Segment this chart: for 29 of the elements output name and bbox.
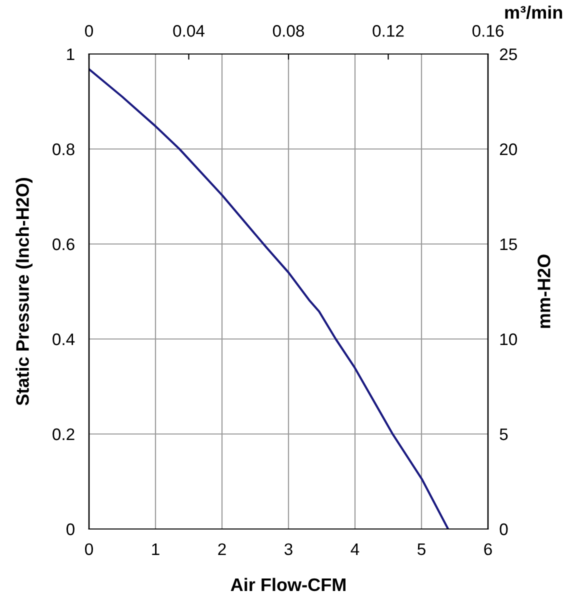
x2-tick-label: 0.04: [173, 25, 204, 37]
line-series: [89, 68, 450, 529]
x-axis-title: Air Flow-CFM: [230, 578, 346, 592]
y-tick-label: 0.4: [52, 333, 75, 346]
y2-axis-title: mm-H2O: [538, 254, 550, 328]
x2-tick-label: 0.16: [472, 25, 504, 37]
x-tick-label: 1: [152, 544, 160, 555]
y-tick-label: 0.6: [52, 238, 74, 250]
x2-tick-label: 0.08: [272, 25, 304, 37]
x2-tick-label: 0: [85, 25, 93, 37]
y-tick-label: 1: [67, 48, 74, 60]
y2-tick-label: 0: [500, 523, 508, 536]
y-tick-label: 0.8: [52, 143, 74, 156]
x-tick-label: 0: [85, 543, 93, 556]
x-tick-label: 6: [484, 543, 492, 556]
x-tick-label: 4: [350, 544, 360, 555]
y2-tick-label: 15: [500, 238, 517, 250]
y2-tick-label: 10: [500, 333, 517, 346]
x-tick-label: 5: [418, 544, 426, 556]
x2-tick-label: 0.12: [372, 25, 404, 37]
y2-tick-label: 5: [500, 428, 508, 440]
y-tick-label: 0: [66, 523, 74, 536]
y2-tick-label: 25: [500, 48, 517, 60]
y2-tick-label: 20: [500, 143, 517, 156]
x-tick-label: 2: [218, 543, 226, 555]
y-tick-label: 0.2: [52, 428, 74, 440]
y-axis-title: Static Pressure (Inch-H2O): [16, 178, 32, 406]
x-tick-label: 3: [284, 543, 292, 556]
x2-axis-title: m³/min: [505, 6, 562, 20]
